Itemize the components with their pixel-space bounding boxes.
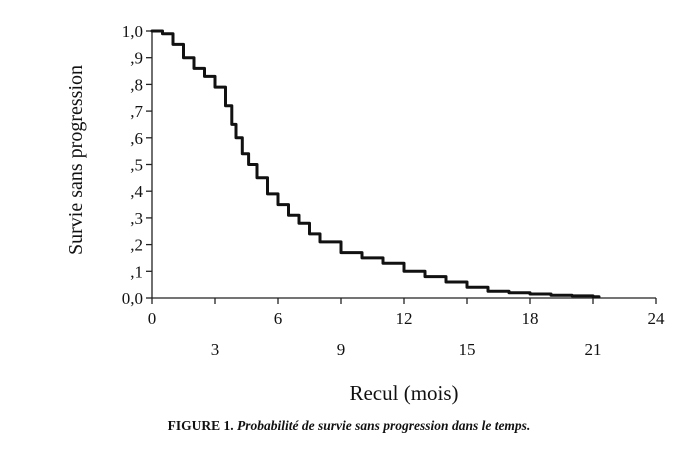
y-tick-label: ,8 [130,75,143,94]
x-axis-title: Recul (mois) [349,381,458,405]
y-tick-label: 1,0 [122,22,143,41]
x-tick-label-lower: 15 [459,340,476,359]
y-tick-label: ,5 [130,156,143,175]
y-tick-label: ,6 [130,129,143,148]
y-tick-label: 0,0 [122,289,143,308]
x-tick-label-upper: 18 [522,309,539,328]
y-tick-label: ,7 [130,102,143,121]
y-tick-label: ,9 [130,49,143,68]
x-tick-label-lower: 21 [585,340,602,359]
x-axis: 0 6 12 18 24 3 9 15 21 [148,297,666,359]
y-tick-label: ,3 [130,209,143,228]
caption-label: FIGURE 1. [167,418,234,433]
caption-text: Probabilité de survie sans progression d… [237,418,531,433]
y-axis: 0,0 ,1 ,2 ,3 ,4 ,5 ,6 ,7 ,8 ,9 1,0 [122,22,153,308]
x-tick-label-upper: 24 [648,309,666,328]
figure-caption: FIGURE 1. Probabilité de survie sans pro… [0,418,698,434]
y-tick-label: ,4 [130,182,143,201]
y-tick-label: ,1 [130,262,143,281]
survival-series [150,29,601,299]
survival-curve [150,29,601,299]
x-tick-label-lower: 9 [337,340,346,359]
x-tick-label-upper: 12 [396,309,413,328]
y-tick-label: ,2 [130,236,143,255]
y-axis-title: Survie sans progression [65,65,87,255]
x-tick-label-upper: 0 [148,309,157,328]
x-tick-label-lower: 3 [211,340,220,359]
x-tick-label-upper: 6 [274,309,283,328]
